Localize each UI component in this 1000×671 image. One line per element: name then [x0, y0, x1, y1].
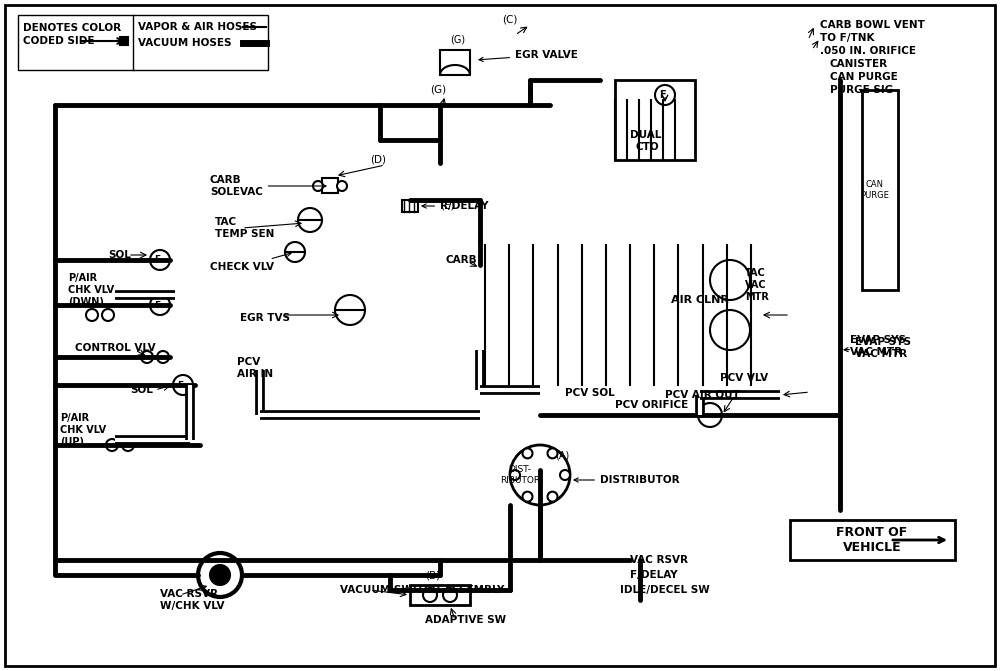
Text: VAC RSVR: VAC RSVR	[630, 555, 688, 565]
Text: F: F	[177, 380, 183, 389]
Text: IDLE/DECEL SW: IDLE/DECEL SW	[620, 585, 710, 595]
Text: VAC MTR: VAC MTR	[850, 347, 902, 357]
Text: (A): (A)	[555, 450, 569, 460]
Circle shape	[548, 492, 558, 502]
Bar	[790, 520, 955, 560]
Text: CAN PURGE: CAN PURGE	[830, 72, 898, 82]
Bar	[410, 585, 470, 605]
Circle shape	[150, 295, 170, 315]
Text: CTO: CTO	[635, 142, 659, 152]
Text: R/DELAY: R/DELAY	[422, 201, 488, 211]
Text: CAN
PURGE: CAN PURGE	[861, 180, 889, 200]
Circle shape	[423, 588, 437, 602]
Circle shape	[298, 208, 322, 232]
Bar	[18, 15, 268, 70]
Circle shape	[173, 375, 193, 395]
Text: F: F	[154, 301, 160, 309]
Circle shape	[122, 439, 134, 451]
Text: TO F/TNK: TO F/TNK	[820, 33, 874, 43]
Circle shape	[285, 242, 305, 262]
Circle shape	[337, 181, 347, 191]
Text: CARB
SOLEVAC: CARB SOLEVAC	[210, 175, 326, 197]
Text: PCV AIR OUT: PCV AIR OUT	[665, 390, 740, 400]
Bar	[615, 80, 695, 160]
Bar	[480, 240, 780, 390]
Circle shape	[335, 295, 365, 325]
Text: PCV VLV: PCV VLV	[720, 373, 768, 383]
Text: PCV SOL: PCV SOL	[565, 388, 615, 398]
Circle shape	[522, 448, 532, 458]
Bar	[862, 90, 898, 290]
Circle shape	[510, 445, 570, 505]
Text: VACUUM HOSES: VACUUM HOSES	[138, 38, 232, 48]
Text: TAC
TEMP SEN: TAC TEMP SEN	[215, 217, 274, 239]
Circle shape	[548, 448, 558, 458]
Text: DIST-
RIBUTOR: DIST- RIBUTOR	[500, 465, 540, 484]
Text: (D): (D)	[370, 155, 386, 165]
Text: CHECK VLV: CHECK VLV	[210, 252, 291, 272]
Text: AIR CLNR: AIR CLNR	[671, 295, 729, 305]
Text: VAPOR & AIR HOSES: VAPOR & AIR HOSES	[138, 22, 257, 32]
Circle shape	[710, 310, 750, 350]
Text: .050 IN. ORIFICE: .050 IN. ORIFICE	[820, 46, 916, 56]
Text: FRONT OF
VEHICLE: FRONT OF VEHICLE	[836, 526, 908, 554]
Circle shape	[698, 403, 722, 427]
Text: DISTRIBUTOR: DISTRIBUTOR	[574, 475, 680, 485]
Text: TAC
VAC
MTR: TAC VAC MTR	[745, 268, 769, 301]
Text: VAC RSVR
W/CHK VLV: VAC RSVR W/CHK VLV	[160, 589, 224, 611]
Circle shape	[655, 85, 675, 105]
Circle shape	[106, 439, 118, 451]
Text: SOL: SOL	[130, 385, 153, 395]
Text: CODED SIDE: CODED SIDE	[23, 36, 94, 46]
Text: EVAP SYS
VAC MTR: EVAP SYS VAC MTR	[844, 338, 911, 359]
Text: (G): (G)	[430, 85, 446, 95]
Text: VACUUM SWITCH ASSEMBLY: VACUUM SWITCH ASSEMBLY	[340, 585, 504, 595]
Circle shape	[86, 309, 98, 321]
Text: DENOTES COLOR: DENOTES COLOR	[23, 23, 121, 33]
Text: EGR TVS: EGR TVS	[240, 313, 290, 323]
Text: DUAL: DUAL	[630, 130, 661, 140]
Text: PURGE SIG: PURGE SIG	[830, 85, 893, 95]
Circle shape	[210, 565, 230, 585]
Bar	[402, 200, 418, 212]
Text: CANISTER: CANISTER	[830, 59, 888, 69]
Circle shape	[710, 260, 750, 300]
Circle shape	[510, 470, 520, 480]
Circle shape	[560, 470, 570, 480]
Text: F: F	[154, 256, 160, 264]
Text: PCV
AIR IN: PCV AIR IN	[237, 357, 273, 379]
Text: EGR VALVE: EGR VALVE	[479, 50, 578, 62]
Circle shape	[157, 351, 169, 363]
Circle shape	[443, 588, 457, 602]
Circle shape	[150, 250, 170, 270]
Circle shape	[522, 492, 532, 502]
Polygon shape	[440, 50, 470, 75]
Text: PCV ORIFICE: PCV ORIFICE	[615, 400, 688, 410]
Text: (G): (G)	[450, 35, 465, 45]
Text: CONTROL VLV: CONTROL VLV	[75, 343, 156, 353]
Text: SOL: SOL	[108, 250, 131, 260]
Text: CARB BOWL VENT: CARB BOWL VENT	[820, 20, 925, 30]
Bar	[120, 37, 128, 45]
Circle shape	[198, 553, 242, 597]
Text: F/DELAY: F/DELAY	[630, 570, 678, 580]
Text: P/AIR
CHK VLV
(DWN): P/AIR CHK VLV (DWN)	[68, 273, 114, 307]
Bar	[322, 178, 338, 193]
Text: ADAPTIVE SW: ADAPTIVE SW	[425, 615, 506, 625]
Text: (B): (B)	[425, 570, 440, 580]
Text: F: F	[659, 90, 665, 100]
Text: P/AIR
CHK VLV
(UP): P/AIR CHK VLV (UP)	[60, 413, 106, 447]
Text: (C): (C)	[502, 15, 517, 25]
Text: EVAP SYS: EVAP SYS	[850, 335, 906, 345]
Circle shape	[102, 309, 114, 321]
Text: CARB: CARB	[445, 255, 477, 265]
Text: (E): (E)	[440, 200, 454, 210]
Circle shape	[313, 181, 323, 191]
Circle shape	[141, 351, 153, 363]
